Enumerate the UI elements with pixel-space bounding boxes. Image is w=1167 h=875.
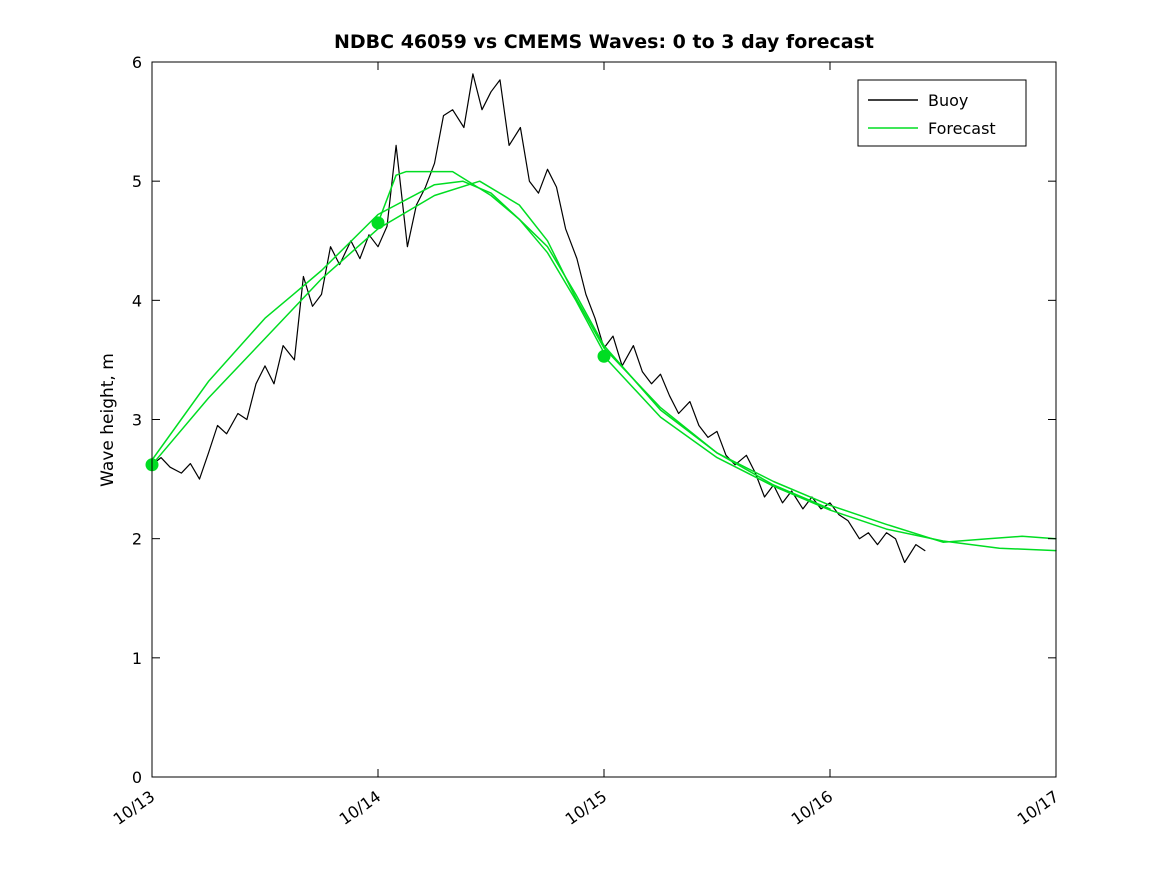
forecast-start-marker bbox=[597, 349, 611, 363]
legend-label: Forecast bbox=[928, 119, 996, 138]
x-tick-label: 10/16 bbox=[788, 787, 837, 829]
legend: Buoy Forecast bbox=[857, 79, 1027, 147]
y-tick-label: 6 bbox=[132, 53, 142, 72]
forecast-line bbox=[151, 180, 831, 510]
legend-box bbox=[857, 79, 1027, 147]
legend-label: Buoy bbox=[928, 91, 968, 110]
x-tick-label: 10/14 bbox=[336, 787, 385, 829]
forecast-line bbox=[151, 180, 605, 461]
y-axis: 0 1 2 3 4 5 6 bbox=[132, 53, 1056, 787]
forecast-start-marker bbox=[371, 216, 385, 230]
y-tick-label: 2 bbox=[132, 530, 142, 549]
series-lines bbox=[151, 73, 1057, 564]
forecast-line bbox=[377, 170, 1057, 543]
y-tick-label: 5 bbox=[132, 172, 142, 191]
x-tick-label: 10/17 bbox=[1014, 787, 1063, 829]
y-axis-label: Wave height, m bbox=[98, 353, 118, 487]
x-axis: 10/13 10/14 10/15 10/16 10/17 bbox=[110, 62, 1063, 829]
buoy-line bbox=[151, 73, 926, 564]
x-tick-label: 10/15 bbox=[562, 787, 611, 829]
plot-area: 10/13 10/14 10/15 10/16 10/17 0 1 2 3 4 5 6 Buoy Fore… bbox=[110, 53, 1063, 829]
axes-box bbox=[151, 61, 1057, 778]
y-tick-label: 0 bbox=[132, 768, 142, 787]
forecast-line bbox=[603, 355, 1057, 552]
y-tick-label: 3 bbox=[132, 411, 142, 430]
y-tick-label: 4 bbox=[132, 291, 142, 310]
chart-title: NDBC 46059 vs CMEMS Waves: 0 to 3 day fo… bbox=[334, 31, 874, 53]
x-tick-label: 10/13 bbox=[110, 787, 159, 829]
y-tick-label: 1 bbox=[132, 649, 142, 668]
